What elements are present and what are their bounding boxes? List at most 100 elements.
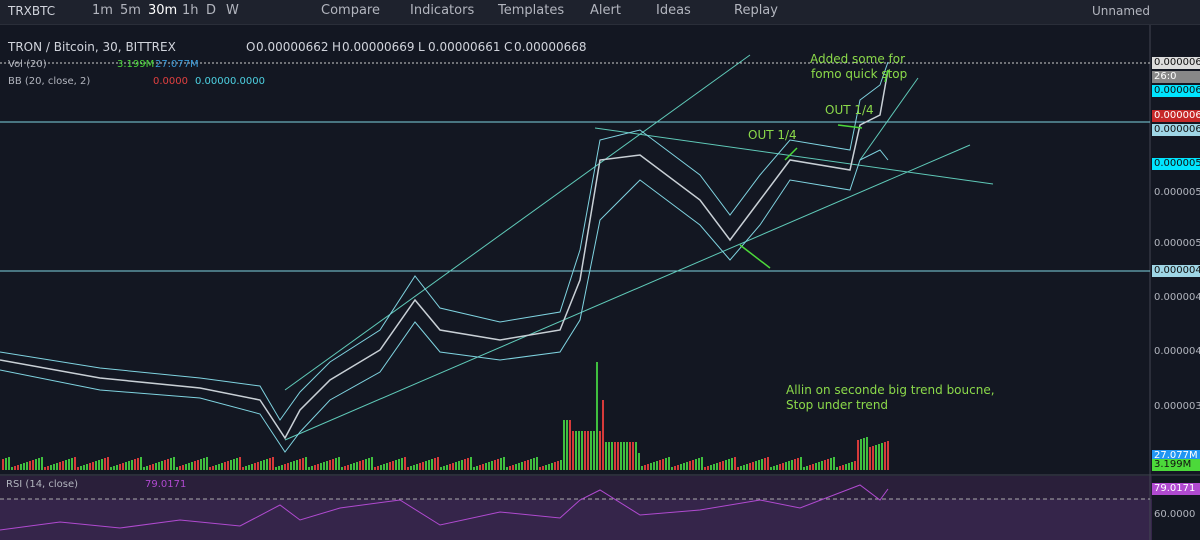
volume-bar bbox=[341, 467, 343, 470]
interval-button[interactable]: W bbox=[226, 3, 239, 18]
volume-bar bbox=[434, 458, 436, 470]
volume-bar bbox=[395, 460, 397, 470]
bollinger-bands bbox=[0, 61, 889, 453]
volume-bar bbox=[317, 464, 319, 470]
volume-bar bbox=[536, 457, 538, 470]
volume-bar bbox=[41, 457, 43, 470]
volume-bar bbox=[290, 462, 292, 470]
indicator-value: 3.199M bbox=[117, 59, 155, 70]
toolbar-button[interactable]: Alert bbox=[590, 3, 621, 18]
volume-bar bbox=[71, 458, 73, 470]
symbol-search[interactable]: TRXBTC bbox=[8, 4, 56, 18]
price-axis-label: 0.0000047 bbox=[1152, 265, 1200, 277]
volume-bar bbox=[35, 459, 37, 470]
volume-bar bbox=[884, 442, 886, 470]
volume-bar bbox=[116, 465, 118, 470]
volume-bar bbox=[314, 465, 316, 470]
volume-bar bbox=[722, 461, 724, 470]
price-axis-label: 0.0000066 bbox=[1152, 85, 1200, 97]
toolbar-button[interactable]: Compare bbox=[321, 3, 380, 18]
volume-bar bbox=[428, 460, 430, 470]
annotation-text: Allin on seconde big trend boucne, bbox=[786, 383, 995, 397]
volume-bar bbox=[827, 459, 829, 470]
trendlines bbox=[284, 54, 994, 441]
volume-bar bbox=[773, 466, 775, 470]
volume-bar bbox=[776, 465, 778, 470]
volume-bar bbox=[350, 464, 352, 470]
indicator-name: BB (20, close, 2) bbox=[8, 76, 91, 87]
volume-bar bbox=[26, 462, 28, 470]
volume-bar bbox=[215, 465, 217, 470]
volume-bar bbox=[650, 463, 652, 470]
volume-bar bbox=[92, 462, 94, 470]
volume-bar bbox=[356, 462, 358, 470]
volume-bar bbox=[344, 466, 346, 470]
volume-bar bbox=[692, 460, 694, 470]
volume-bar bbox=[503, 457, 505, 470]
volume-bar bbox=[377, 466, 379, 470]
volume-bar bbox=[2, 459, 4, 470]
volume-bar bbox=[281, 465, 283, 470]
volume-bar bbox=[131, 460, 133, 470]
volume-bar bbox=[737, 467, 739, 470]
volume-bar bbox=[641, 466, 643, 470]
volume-bar bbox=[470, 457, 472, 470]
interval-button[interactable]: 1h bbox=[182, 3, 199, 18]
volume-bar bbox=[212, 466, 214, 470]
volume-bar bbox=[761, 459, 763, 470]
toolbar-button[interactable]: Templates bbox=[498, 3, 565, 18]
layout-name[interactable]: Unnamed bbox=[1092, 4, 1151, 18]
volume-bar bbox=[95, 461, 97, 470]
volume-bar bbox=[611, 442, 613, 470]
volume-bar bbox=[392, 461, 394, 470]
annotation-text: OUT 1/4 bbox=[825, 103, 874, 117]
volume-bar bbox=[218, 464, 220, 470]
volume-bar bbox=[854, 461, 856, 470]
volume-bar bbox=[194, 461, 196, 470]
volume-bar bbox=[716, 463, 718, 470]
volume-bar bbox=[812, 464, 814, 470]
volume-bar bbox=[326, 461, 328, 470]
volume-bar bbox=[401, 458, 403, 470]
interval-button[interactable]: 1m bbox=[92, 3, 113, 18]
interval-button[interactable]: 30m bbox=[148, 3, 178, 18]
volume-bar bbox=[758, 460, 760, 470]
volume-bar bbox=[80, 466, 82, 470]
volume-bar bbox=[410, 466, 412, 470]
volume-bar bbox=[425, 461, 427, 470]
volume-bar bbox=[554, 462, 556, 470]
volume-bar bbox=[614, 442, 616, 470]
volume-bar bbox=[755, 461, 757, 470]
toolbar-button[interactable]: Replay bbox=[734, 3, 778, 18]
volume-bar bbox=[197, 460, 199, 470]
volume-bar bbox=[164, 460, 166, 470]
volume-bar bbox=[788, 461, 790, 470]
interval-button[interactable]: D bbox=[206, 3, 217, 18]
ohlc-value: 0.00000668 bbox=[514, 40, 587, 54]
volume-bar bbox=[821, 461, 823, 470]
toolbar-button[interactable]: Ideas bbox=[656, 3, 691, 18]
volume-bar bbox=[770, 467, 772, 470]
volume-bar bbox=[272, 457, 274, 470]
volume-bar bbox=[794, 459, 796, 470]
volume-bar bbox=[74, 457, 76, 470]
volume-bar bbox=[494, 460, 496, 470]
volume-bar bbox=[146, 466, 148, 470]
volume-bar bbox=[248, 465, 250, 470]
volume-bar bbox=[53, 464, 55, 470]
volume-bar bbox=[647, 464, 649, 470]
volume-bar bbox=[257, 462, 259, 470]
volume-bar bbox=[32, 460, 34, 470]
interval-button[interactable]: 5m bbox=[120, 3, 141, 18]
volume-bar bbox=[449, 464, 451, 470]
volume-bar bbox=[851, 462, 853, 470]
volume-bar bbox=[593, 431, 595, 470]
volume-bar bbox=[506, 467, 508, 470]
toolbar-button[interactable]: Indicators bbox=[410, 3, 475, 18]
volume-bar bbox=[584, 431, 586, 470]
volume-bar bbox=[749, 463, 751, 470]
volume-bar bbox=[497, 459, 499, 470]
volume-bar bbox=[491, 461, 493, 470]
